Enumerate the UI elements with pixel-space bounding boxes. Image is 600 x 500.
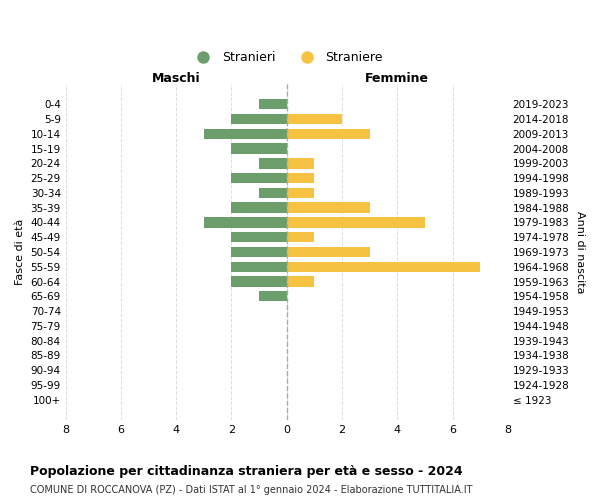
Bar (232, 202, 287, 213)
Y-axis label: Fasce di età: Fasce di età (15, 219, 25, 285)
Bar (232, 262, 287, 272)
Bar (259, 99, 287, 110)
Bar (287, 276, 314, 286)
Bar (232, 173, 287, 184)
Bar (287, 173, 314, 184)
Bar (232, 232, 287, 242)
Bar (287, 158, 314, 168)
Bar (287, 202, 370, 213)
Bar (232, 144, 287, 154)
Bar (287, 247, 370, 257)
Bar (232, 276, 287, 286)
Bar (259, 188, 287, 198)
Text: Maschi: Maschi (152, 72, 200, 85)
Bar (259, 158, 287, 168)
Text: COMUNE DI ROCCANOVA (PZ) - Dati ISTAT al 1° gennaio 2024 - Elaborazione TUTTITAL: COMUNE DI ROCCANOVA (PZ) - Dati ISTAT al… (30, 485, 473, 495)
Y-axis label: Anni di nascita: Anni di nascita (575, 210, 585, 293)
Bar (232, 114, 287, 124)
Bar (287, 218, 425, 228)
Bar (287, 262, 480, 272)
Bar (204, 128, 287, 139)
Bar (287, 128, 370, 139)
Text: Femmine: Femmine (365, 72, 429, 85)
Bar (287, 232, 314, 242)
Bar (259, 291, 287, 302)
Text: Popolazione per cittadinanza straniera per età e sesso - 2024: Popolazione per cittadinanza straniera p… (30, 465, 463, 478)
Bar (204, 218, 287, 228)
Bar (232, 247, 287, 257)
Bar (287, 114, 342, 124)
Legend: Stranieri, Straniere: Stranieri, Straniere (185, 46, 388, 70)
Bar (287, 188, 314, 198)
